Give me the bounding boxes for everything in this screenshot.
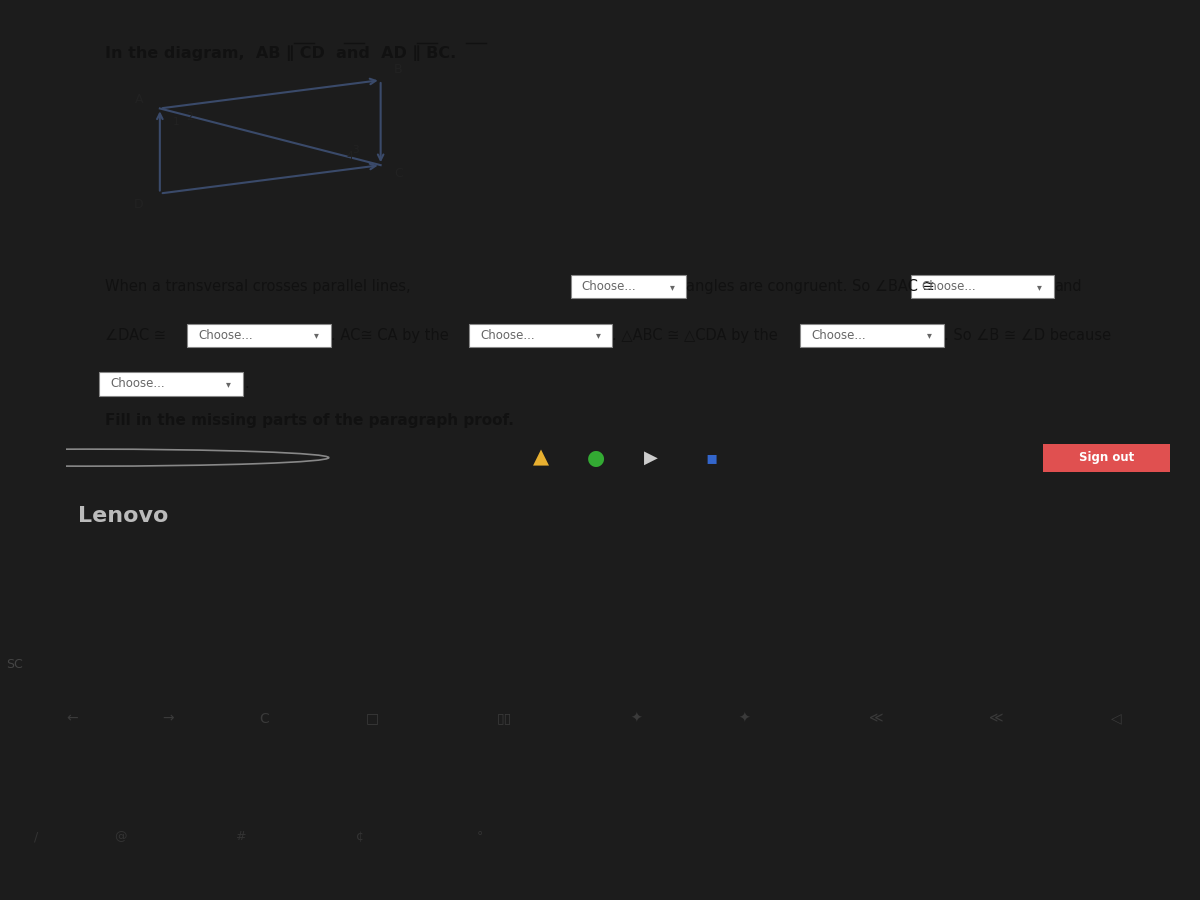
Text: 3: 3 [352,145,359,155]
Text: ¢: ¢ [356,831,364,843]
FancyBboxPatch shape [100,372,242,396]
Text: SC: SC [6,658,23,671]
Text: ▲: ▲ [533,447,548,468]
Text: . △ABC ≅ △CDA by the: . △ABC ≅ △CDA by the [612,328,779,343]
Text: Choose...: Choose... [110,377,164,391]
FancyBboxPatch shape [1043,444,1171,472]
Text: 2: 2 [186,112,193,122]
Text: . AC≅ CA by the: . AC≅ CA by the [331,328,449,343]
Text: /: / [34,831,38,843]
Text: ▶: ▶ [644,448,658,466]
FancyBboxPatch shape [570,274,686,299]
Text: A: A [134,94,143,106]
Text: ▾: ▾ [595,330,600,340]
Text: ▪: ▪ [706,448,718,466]
Text: □: □ [366,712,378,725]
Text: Choose...: Choose... [480,328,535,342]
Text: ✦: ✦ [630,712,642,725]
Text: ◁: ◁ [1111,712,1121,725]
Text: When a transversal crosses parallel lines,: When a transversal crosses parallel line… [104,279,410,294]
Text: ✦: ✦ [738,712,750,725]
Text: Lenovo: Lenovo [78,506,168,526]
Text: angles are congruent. So ∠BAC ≅: angles are congruent. So ∠BAC ≅ [686,279,935,294]
Text: Choose...: Choose... [922,280,977,293]
Text: °: ° [476,831,484,843]
Text: B: B [394,63,402,76]
Text: 4: 4 [347,151,353,161]
Text: @: @ [114,831,126,843]
Text: →: → [162,712,174,725]
Text: Sign out: Sign out [1080,451,1135,464]
Text: ▾: ▾ [314,330,319,340]
FancyBboxPatch shape [911,274,1054,299]
Text: Choose...: Choose... [811,328,866,342]
Text: ∠DAC ≅: ∠DAC ≅ [104,328,166,343]
Text: ▾: ▾ [1037,282,1042,292]
FancyBboxPatch shape [800,323,943,347]
Text: ▾: ▾ [226,379,230,389]
Text: C: C [394,167,403,180]
Text: .: . [245,376,250,392]
Text: ←: ← [66,712,78,725]
Text: Choose...: Choose... [582,280,636,293]
Text: In the diagram,  AB ∥ CD  and  AD ∥ BC.: In the diagram, AB ∥ CD and AD ∥ BC. [104,46,456,61]
Text: ▯▯: ▯▯ [497,712,511,725]
Text: . So ∠B ≅ ∠D because: . So ∠B ≅ ∠D because [943,328,1111,343]
Text: C: C [259,712,269,725]
Text: ≪: ≪ [989,712,1003,725]
Text: and: and [1054,279,1081,294]
Text: Choose...: Choose... [198,328,253,342]
Text: ▾: ▾ [926,330,931,340]
Text: ≪: ≪ [869,712,883,725]
FancyBboxPatch shape [187,323,331,347]
Text: ▾: ▾ [670,282,674,292]
Text: 1: 1 [173,116,180,127]
Text: ●: ● [587,447,605,468]
Text: Fill in the missing parts of the paragraph proof.: Fill in the missing parts of the paragra… [104,413,514,428]
Text: D: D [133,197,143,211]
FancyBboxPatch shape [469,323,612,347]
Text: #: # [235,831,245,843]
